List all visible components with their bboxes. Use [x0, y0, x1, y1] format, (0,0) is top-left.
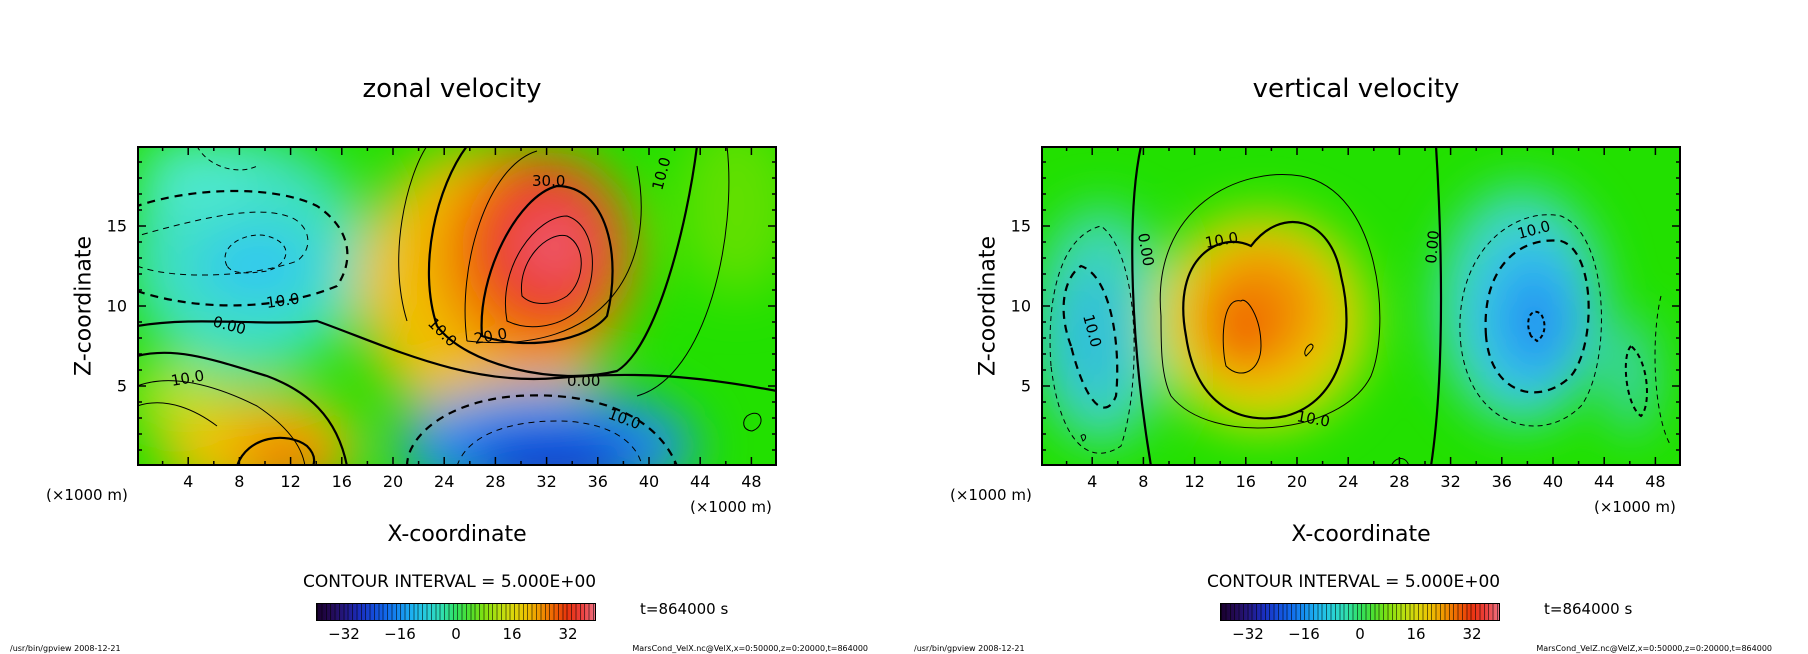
contour-plot: 30.0 20.0 10.0 10.0 0.00 0.00 10.0 10.0 … [137, 146, 777, 466]
colorbar-tick-label: 0 [451, 625, 461, 643]
contour-label: 0.00 [567, 372, 600, 390]
colorbar-tick-label: 16 [1406, 625, 1426, 643]
y-axis-label: Z-coordinate [71, 236, 97, 376]
contour-labels: 10.0 10.0 0.00 0.00 10.0 10.0 [1079, 217, 1552, 431]
chart-title: vertical velocity [1252, 74, 1460, 104]
y-tick-label: 10 [106, 296, 127, 316]
footer-program: /usr/bin/gpview 2008-12-21 [914, 644, 1025, 653]
contour-plot: 10.0 10.0 0.00 0.00 10.0 10.0 [1041, 146, 1681, 466]
colorbar [1220, 603, 1500, 621]
contour-interval: CONTOUR INTERVAL = 5.000E+00 [1207, 572, 1501, 592]
plot-area: 10.0 10.0 0.00 0.00 10.0 10.0 [1041, 146, 1681, 466]
x-tick-label: 32 [1440, 472, 1461, 491]
x-tick-label: 8 [234, 472, 245, 491]
x-unit-label: (×1000 m) [1594, 498, 1676, 516]
x-tick-label: 28 [485, 472, 506, 491]
y-axis-label: Z-coordinate [975, 236, 1001, 376]
colorbar-tick-label: 32 [1462, 625, 1482, 643]
y-tick-label: 10 [1010, 296, 1031, 316]
x-tick-label: 48 [1645, 472, 1666, 491]
x-tick-label: 24 [1338, 472, 1359, 491]
contour-label: 10.0 [265, 289, 301, 311]
contour-label: 10.0 [170, 366, 206, 390]
x-tick-label: 4 [1087, 472, 1098, 491]
x-tick-label: 16 [331, 472, 352, 491]
y-tick-label: 5 [116, 376, 127, 396]
x-axis-label: X-coordinate [1291, 522, 1431, 547]
y-tick-label: 15 [1010, 216, 1031, 236]
y-tick-label: 15 [106, 216, 127, 236]
x-tick-label: 8 [1138, 472, 1149, 491]
contour-label: 20.0 [473, 324, 509, 348]
y-tick-label: 5 [1020, 376, 1031, 396]
field-shading [137, 146, 777, 466]
x-tick-label: 16 [1235, 472, 1256, 491]
contour-interval: CONTOUR INTERVAL = 5.000E+00 [303, 572, 597, 592]
plot-area: 30.0 20.0 10.0 10.0 0.00 0.00 10.0 10.0 … [137, 146, 777, 466]
contour-label: 30.0 [532, 172, 565, 190]
field-shading [1041, 186, 1651, 446]
x-unit-label: (×1000 m) [690, 498, 772, 516]
x-tick-label: 24 [434, 472, 455, 491]
colorbar-tick-label: −16 [384, 625, 416, 643]
x-tick-label: 12 [1184, 472, 1205, 491]
colorbar-tick-label: −16 [1288, 625, 1320, 643]
colorbar-tick-label: 0 [1355, 625, 1365, 643]
x-unit-label: (×1000 m) [46, 486, 128, 504]
contour-lines [1049, 146, 1672, 466]
contour-label: 10.0 [1295, 407, 1331, 431]
x-tick-label: 36 [587, 472, 608, 491]
x-tick-label: 28 [1389, 472, 1410, 491]
panel-vertical-velocity: vertical velocity [904, 0, 1808, 654]
x-tick-label: 40 [1542, 472, 1564, 491]
contour-label: 0.00 [1134, 232, 1158, 268]
x-tick-label: 48 [741, 472, 762, 491]
time-label: t=864000 s [640, 600, 729, 618]
contour-label: 10.0 [1204, 228, 1240, 252]
colorbar-tick-label: −32 [1232, 625, 1264, 643]
x-tick-label: 44 [690, 472, 711, 491]
colorbar-tick-label: −32 [328, 625, 360, 643]
time-label: t=864000 s [1544, 600, 1633, 618]
x-tick-label: 44 [1594, 472, 1615, 491]
x-unit-label: (×1000 m) [950, 486, 1032, 504]
x-tick-label: 32 [536, 472, 557, 491]
x-tick-label: 40 [638, 472, 660, 491]
x-tick-label: 4 [183, 472, 194, 491]
footer-program: /usr/bin/gpview 2008-12-21 [10, 644, 121, 653]
colorbar-tick-label: 16 [502, 625, 522, 643]
footer-source: MarsCond_VelZ.nc@VelZ,x=0:50000,z=0:2000… [1536, 644, 1772, 653]
contour-label: 0.00 [1422, 230, 1443, 265]
x-tick-label: 12 [280, 472, 301, 491]
panel-zonal-velocity: zonal velocity [10, 74, 868, 653]
footer-source: MarsCond_VelX.nc@VelX,x=0:50000,z=0:2000… [632, 644, 868, 653]
colorbar-tick-label: 32 [558, 625, 578, 643]
x-tick-label: 20 [382, 472, 404, 491]
x-axis-label: X-coordinate [387, 522, 527, 547]
chart-title: zonal velocity [362, 74, 542, 104]
x-tick-label: 36 [1491, 472, 1512, 491]
colorbar [316, 603, 596, 621]
x-tick-label: 20 [1286, 472, 1308, 491]
contour-lines [137, 146, 777, 466]
